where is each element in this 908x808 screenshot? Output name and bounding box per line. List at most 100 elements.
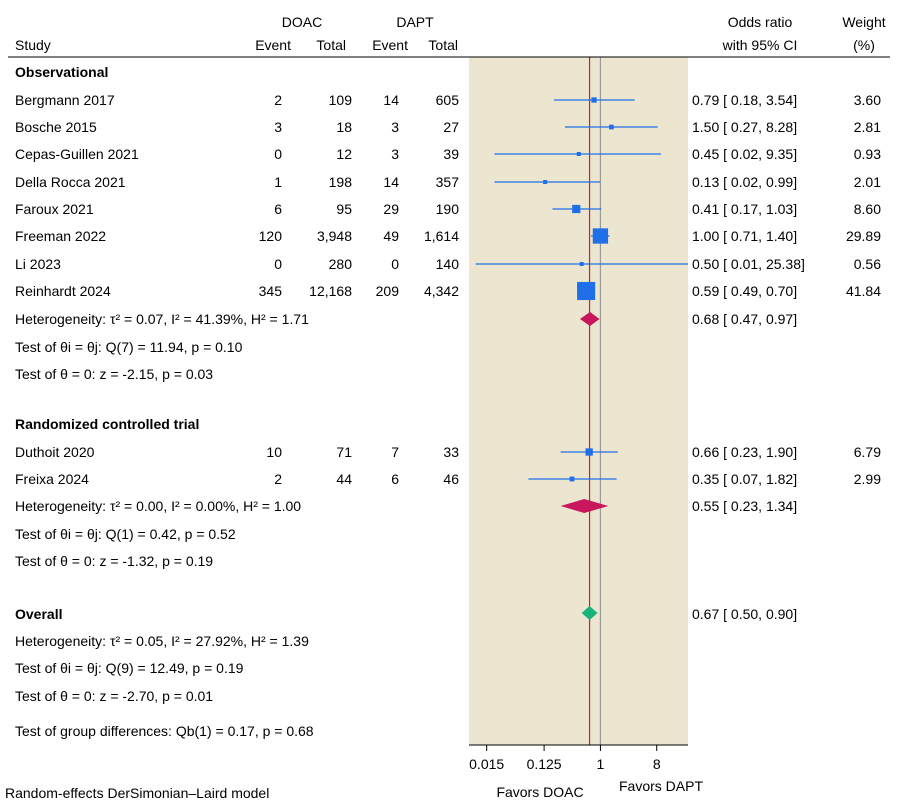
dapt-events: 29 [383,201,399,217]
favors-doac-label: Favors DOAC [496,784,583,800]
dapt-event-header: Event [372,37,408,53]
dapt-total: 4,342 [424,283,459,299]
favors-dapt-label: Favors DAPT [619,778,703,794]
study-marker [579,262,584,266]
group-title: Randomized controlled trial [15,416,199,432]
x-tick-label: 8 [653,756,661,772]
dapt-events: 3 [391,146,399,162]
dapt-events: 49 [383,228,399,244]
dapt-total: 357 [436,174,460,190]
study-marker [577,281,596,301]
weight-value: 6.79 [854,444,881,460]
study-name: Bosche 2015 [15,119,97,135]
doac-group-header: DOAC [282,14,322,30]
dapt-events: 0 [391,256,399,272]
dapt-total: 33 [443,444,459,460]
doac-total: 3,948 [317,228,352,244]
heterogeneity-stats: Heterogeneity: τ² = 0.05, I² = 27.92%, H… [15,633,309,649]
dapt-events: 6 [391,471,399,487]
dapt-total: 605 [436,92,460,108]
dapt-events: 14 [383,174,399,190]
odds-ratio-ci: 0.59 [ 0.49, 0.70] [692,283,797,299]
dapt-events: 7 [391,444,399,460]
doac-events: 6 [274,201,282,217]
dapt-total: 1,614 [424,228,459,244]
odds-ratio-ci: 0.45 [ 0.02, 9.35] [692,146,797,162]
pooled-odds-ratio-ci: 0.55 [ 0.23, 1.34] [692,498,797,514]
doac-total: 44 [336,471,352,487]
dapt-total: 140 [436,256,460,272]
doac-total: 12,168 [309,283,352,299]
study-marker [591,97,597,103]
study-name: Freixa 2024 [15,471,89,487]
doac-events: 1 [274,174,282,190]
study-marker [576,152,581,156]
weight-value: 41.84 [846,283,881,299]
subgroup-pooled-diamond [579,312,600,326]
doac-total: 109 [329,92,353,108]
odds-ratio-ci: 1.50 [ 0.27, 8.28] [692,119,797,135]
weight-value: 8.60 [854,201,881,217]
study-marker [592,228,609,244]
overall-title: Overall [15,606,62,622]
doac-events: 10 [266,444,282,460]
doac-total: 198 [329,174,353,190]
weight-value: 3.60 [854,92,881,108]
dapt-events: 209 [376,283,400,299]
overall-odds-ratio-ci: 0.67 [ 0.50, 0.90] [692,606,797,622]
homogeneity-test: Test of θi = θj: Q(9) = 12.49, p = 0.19 [15,660,244,676]
overall-pooled-diamond [581,606,598,620]
study-marker [572,204,581,214]
weight-value: 2.99 [854,471,881,487]
weight-value: 2.01 [854,174,881,190]
weight-value: 0.93 [854,146,881,162]
study-name: Cepas-Guillen 2021 [15,146,139,162]
dapt-events: 14 [383,92,399,108]
dapt-total-header: Total [428,37,458,53]
odds-ratio-ci: 0.79 [ 0.18, 3.54] [692,92,797,108]
doac-total: 12 [336,146,352,162]
doac-events: 0 [274,146,282,162]
odds-ratio-ci: 0.13 [ 0.02, 0.99] [692,174,797,190]
study-marker [543,180,548,184]
doac-total: 95 [336,201,352,217]
doac-events: 345 [259,283,283,299]
heterogeneity-stats: Heterogeneity: τ² = 0.07, I² = 41.39%, H… [15,311,309,327]
study-name: Faroux 2021 [15,201,94,217]
weight-value: 29.89 [846,228,881,244]
study-marker [609,124,614,130]
doac-events: 2 [274,471,282,487]
plot-panel [469,57,688,745]
model-footnote: Random-effects DerSimonian–Laird model [5,785,269,801]
doac-total: 18 [336,119,352,135]
study-marker [585,448,593,456]
heterogeneity-stats: Heterogeneity: τ² = 0.00, I² = 0.00%, H²… [15,498,301,514]
weight-value: 2.81 [854,119,881,135]
group-difference-test: Test of group differences: Qb(1) = 0.17,… [15,723,314,739]
dapt-events: 3 [391,119,399,135]
odds-ratio-ci: 1.00 [ 0.71, 1.40] [692,228,797,244]
doac-total-header: Total [316,37,346,53]
dapt-group-header: DAPT [396,14,434,30]
homogeneity-test: Test of θi = θj: Q(1) = 0.42, p = 0.52 [15,526,236,542]
odds-ratio-ci: 0.50 [ 0.01, 25.38] [692,256,805,272]
pooled-odds-ratio-ci: 0.68 [ 0.47, 0.97] [692,311,797,327]
doac-events: 2 [274,92,282,108]
study-marker [569,476,575,482]
study-name: Li 2023 [15,256,61,272]
x-tick-label: 0.125 [527,756,562,772]
dapt-total: 190 [436,201,460,217]
doac-event-header: Event [255,37,291,53]
study-name: Freeman 2022 [15,228,106,244]
doac-events: 120 [259,228,283,244]
dapt-total: 39 [443,146,459,162]
study-column-header: Study [15,37,51,53]
doac-events: 3 [274,119,282,135]
doac-total: 280 [329,256,353,272]
doac-events: 0 [274,256,282,272]
odds-ratio-subheader: with 95% CI [722,37,798,53]
study-name: Della Rocca 2021 [15,174,126,190]
group-title: Observational [15,64,108,80]
weight-header: Weight [842,14,885,30]
